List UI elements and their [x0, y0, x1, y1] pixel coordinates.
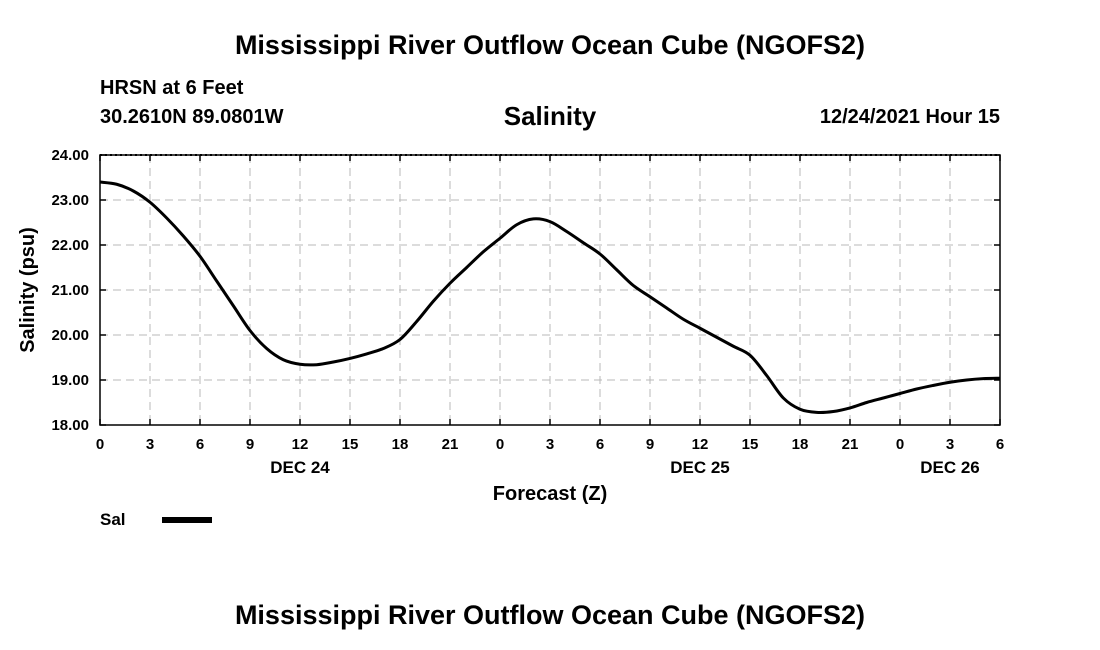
y-tick-label: 23.00: [51, 192, 89, 209]
x-tick-label: 15: [742, 436, 759, 453]
x-tick-label: 6: [996, 436, 1004, 453]
x-tick-label: 6: [596, 436, 604, 453]
x-tick-label: 18: [792, 436, 809, 453]
y-tick-label: 18.00: [51, 417, 89, 434]
station-label: HRSN at 6 Feet: [100, 77, 244, 99]
date-label: DEC 26: [920, 458, 980, 477]
station-coordinates: 30.2610N 89.0801W: [100, 106, 284, 128]
x-tick-label: 3: [546, 436, 554, 453]
y-tick-label: 22.00: [51, 237, 89, 254]
forecast-run-time: 12/24/2021 Hour 15: [819, 106, 1000, 128]
date-label: DEC 25: [670, 458, 730, 477]
footer-title: Mississippi River Outflow Ocean Cube (NG…: [234, 600, 866, 630]
chart-title: Salinity: [503, 101, 597, 131]
x-tick-label: 0: [96, 436, 104, 453]
x-tick-label: 9: [646, 436, 654, 453]
x-tick-label: 6: [196, 436, 204, 453]
x-tick-label: 3: [146, 436, 154, 453]
x-tick-label: 3: [946, 436, 954, 453]
x-tick-label: 0: [896, 436, 904, 453]
x-axis-title: Forecast (Z): [493, 483, 607, 505]
main-title: Mississippi River Outflow Ocean Cube (NG…: [234, 30, 866, 60]
y-tick-label: 24.00: [51, 147, 89, 164]
x-tick-label: 21: [442, 436, 459, 453]
x-tick-label: 12: [692, 436, 709, 453]
y-tick-label: 20.00: [51, 327, 89, 344]
x-tick-label: 21: [842, 436, 859, 453]
y-axis-title: Salinity (psu): [17, 227, 39, 353]
x-tick-label: 18: [392, 436, 409, 453]
x-tick-label: 12: [292, 436, 309, 453]
legend-line-swatch: [162, 517, 212, 523]
y-tick-label: 21.00: [51, 282, 89, 299]
y-tick-label: 19.00: [51, 372, 89, 389]
x-tick-label: 9: [246, 436, 254, 453]
x-tick-label: 0: [496, 436, 504, 453]
legend-label: Sal: [100, 510, 126, 529]
date-label: DEC 24: [270, 458, 330, 477]
x-tick-label: 15: [342, 436, 359, 453]
series-line-sal: [99, 180, 1001, 415]
